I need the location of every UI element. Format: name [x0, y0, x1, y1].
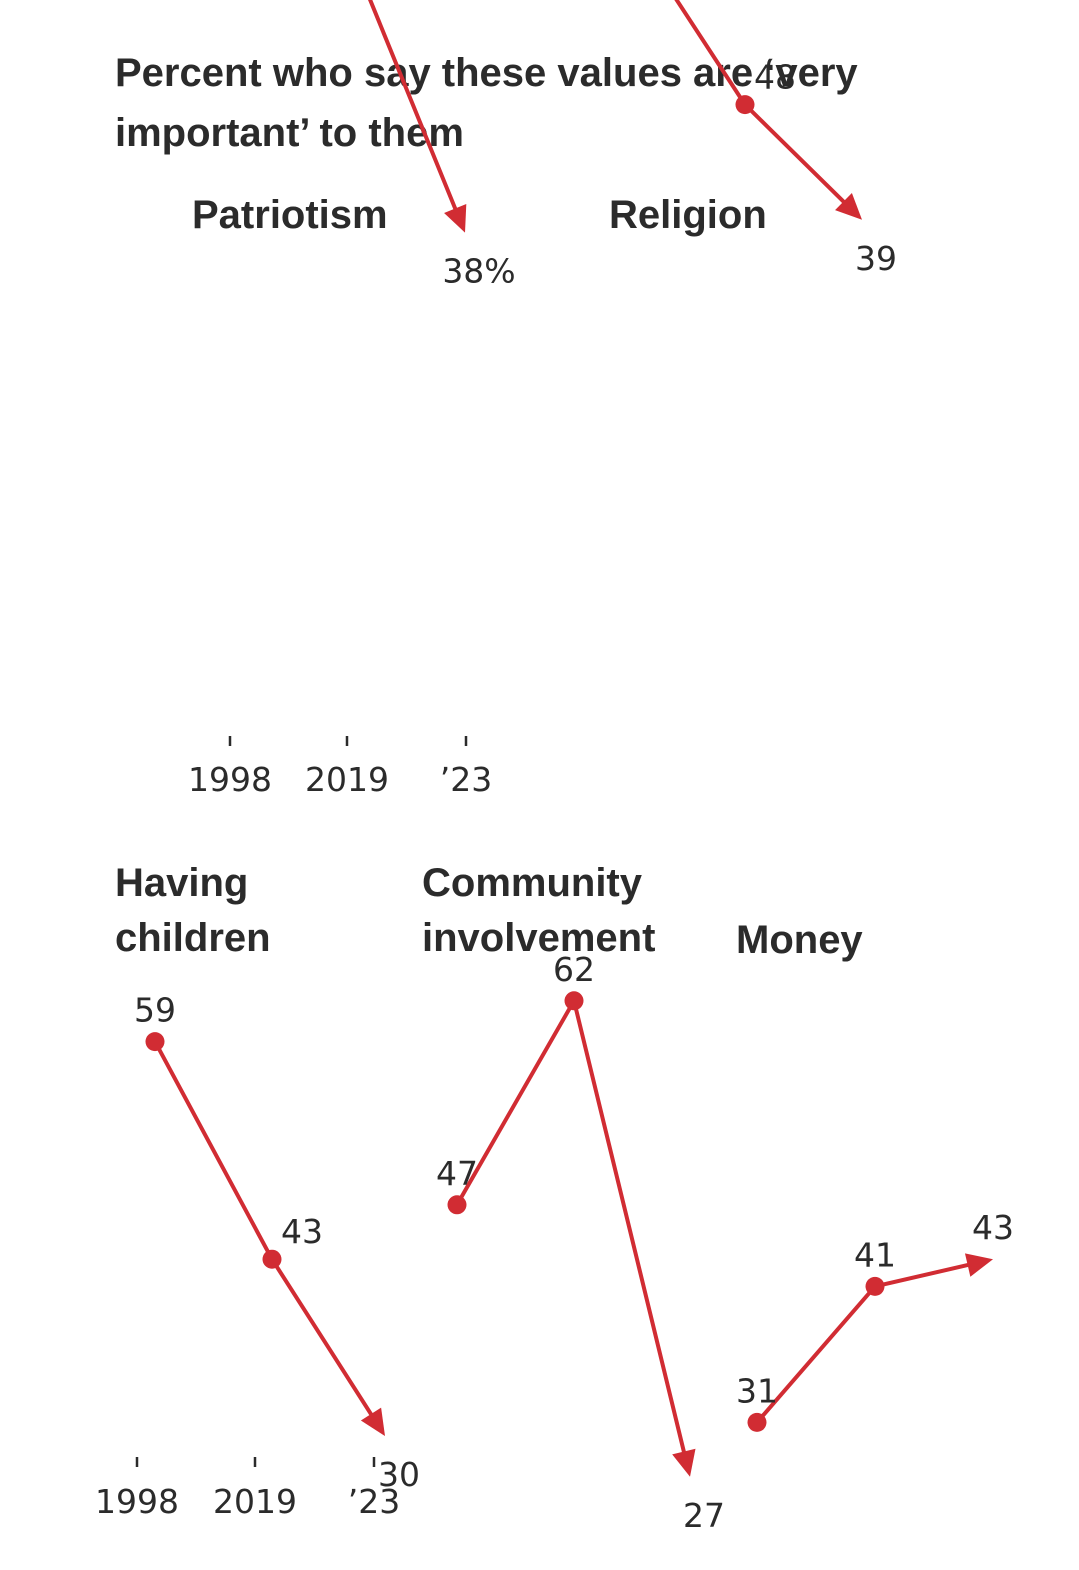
panel-community-involvement: Community involvement 47 62 27 [422, 861, 725, 1535]
point-religion-2019 [735, 95, 755, 115]
x-axis-row-1: 1998 2019 ’23 [188, 736, 492, 799]
data-label-money-1998: 31 [736, 1371, 778, 1410]
series-line-having-children [153, 1040, 374, 1417]
panel-title-having-children-line-1: Having [115, 861, 248, 905]
x-tick-label-1998: 1998 [95, 1482, 179, 1521]
panel-religion: Religion624839 [609, 0, 897, 278]
panel-title-community-involvement-line-2: involvement [422, 916, 655, 960]
panels: Patriotism70%61%38% Religion 62 48 39 Having c… [95, 0, 1014, 1535]
series-line-patriotism [368, 0, 458, 212]
data-label-religion-2019: 48 [754, 58, 796, 97]
chart-title-line-1: Percent who say these values are ‘very [115, 51, 858, 95]
series-line-money [755, 1262, 971, 1424]
data-label-community-involvement-2019: 62 [553, 950, 595, 989]
arrowhead-patriotism [444, 203, 467, 233]
panel-patriotism: Patriotism70%61%38% [192, 0, 516, 291]
data-label-having-children-23: 30 [378, 1455, 420, 1494]
x-tick-label-23: ’23 [440, 760, 492, 799]
data-label-money-2019: 41 [854, 1235, 896, 1274]
point-having-children-1998 [145, 1032, 165, 1052]
arrowhead-community-involvement [672, 1448, 696, 1477]
panel-title-money: Money [736, 918, 863, 962]
x-tick-label-1998: 1998 [188, 760, 272, 799]
panel-title-religion: Religion [609, 193, 767, 237]
data-label-patriotism-23: 38% [442, 252, 515, 291]
point-money-2019 [865, 1276, 885, 1296]
point-money-1998 [747, 1412, 767, 1432]
data-label-religion-23: 39 [855, 239, 897, 278]
chart-title-line-2: important’ to them [115, 111, 464, 155]
data-label-community-involvement-23: 27 [683, 1496, 725, 1535]
arrowhead-religion [835, 193, 862, 220]
panel-title-patriotism: Patriotism [192, 193, 388, 237]
panel-title-community-involvement-line-1: Community [422, 861, 643, 905]
panel-having-children: Having children 59 43 30 [115, 861, 420, 1494]
data-label-community-involvement-1998: 47 [436, 1154, 478, 1193]
point-community-involvement-1998 [447, 1195, 467, 1215]
data-label-having-children-2019: 43 [281, 1212, 323, 1251]
data-label-having-children-1998: 59 [134, 991, 176, 1030]
panel-title-having-children-line-2: children [115, 916, 271, 960]
arrowhead-having-children [360, 1407, 385, 1436]
data-label-money-23: 43 [972, 1208, 1014, 1247]
point-community-involvement-2019 [564, 991, 584, 1011]
x-tick-label-2019: 2019 [305, 760, 389, 799]
panel-money: Money 31 41 43 [736, 918, 1014, 1432]
point-having-children-2019 [262, 1249, 282, 1269]
x-tick-label-2019: 2019 [213, 1482, 297, 1521]
arrowhead-money [964, 1253, 993, 1277]
x-axis-row-2: 1998 2019 ’23 [95, 1457, 400, 1521]
x-tick-label-23: ’23 [348, 1482, 400, 1521]
series-line-community-involvement [455, 998, 687, 1454]
